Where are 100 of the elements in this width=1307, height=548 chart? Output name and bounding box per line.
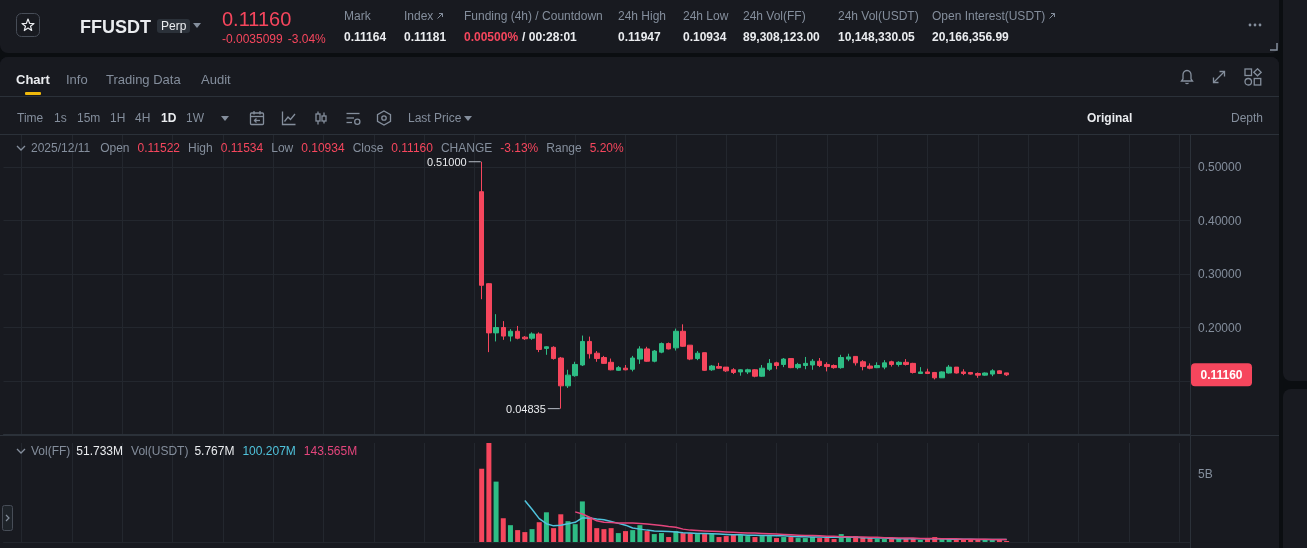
candlestick xyxy=(968,371,973,376)
bar xyxy=(594,528,600,542)
candlestick xyxy=(637,345,643,365)
bar xyxy=(608,528,614,542)
text: 20,166,356.99 xyxy=(932,30,1009,44)
candlestick xyxy=(623,364,628,371)
candlestick xyxy=(774,361,779,370)
bar xyxy=(529,529,535,542)
candlestick xyxy=(652,349,657,363)
annotation: 2025/12/11 xyxy=(31,141,91,155)
annotation: 0.10934 xyxy=(301,141,345,155)
annotation: -3.13% xyxy=(500,141,539,155)
candlestick xyxy=(695,350,700,361)
bar xyxy=(925,539,931,542)
text: Index xyxy=(404,9,434,23)
candlestick xyxy=(1004,372,1009,377)
annotation: Low xyxy=(271,141,294,155)
text: 24h High xyxy=(618,9,667,23)
candlestick xyxy=(551,345,556,361)
candlestick xyxy=(738,368,743,377)
candlestick xyxy=(616,365,621,372)
annotation: 0.11522 xyxy=(137,141,181,155)
text: Mark xyxy=(344,9,371,23)
bar xyxy=(845,538,851,542)
text: 24h Low xyxy=(683,9,729,23)
candlestick xyxy=(810,358,815,371)
candlestick xyxy=(795,362,801,370)
bar xyxy=(781,537,787,542)
text: / 00:28:01 xyxy=(522,30,577,44)
bar xyxy=(709,534,715,542)
bar xyxy=(651,534,657,542)
annotation: Vol(FF) xyxy=(31,444,71,458)
text: Chart xyxy=(16,72,50,88)
text: 1H xyxy=(110,111,126,125)
text: Perp xyxy=(157,19,191,33)
bar xyxy=(615,533,621,542)
bar xyxy=(558,514,564,542)
candlestick xyxy=(961,368,966,376)
text: FFUSDT xyxy=(80,16,151,38)
candlestick xyxy=(673,328,679,352)
annotation: 0.51000 xyxy=(426,155,467,168)
candlestick xyxy=(580,335,585,367)
bar xyxy=(493,481,499,542)
annotation: 0.11160 xyxy=(391,141,433,155)
bar xyxy=(759,536,765,542)
text: 0.10934 xyxy=(683,30,727,44)
text: 100.207M xyxy=(242,444,296,458)
annotation: 5.767M xyxy=(194,444,235,458)
candlestick xyxy=(529,331,535,341)
text: -0.0035099 xyxy=(222,32,283,46)
text: Info xyxy=(66,72,88,88)
candlestick xyxy=(882,359,887,370)
candlestick xyxy=(990,368,995,377)
candlestick xyxy=(874,361,880,369)
text: Funding (4h) / Countdown xyxy=(464,9,603,23)
bar xyxy=(817,538,823,542)
candlestick xyxy=(788,358,794,369)
candlestick xyxy=(982,371,988,377)
bar xyxy=(680,533,686,542)
text: 0.11181 xyxy=(404,30,447,44)
text: Depth xyxy=(1231,111,1264,125)
bar xyxy=(565,521,571,542)
candlestick xyxy=(803,356,808,370)
candlestick xyxy=(630,355,635,372)
bar xyxy=(766,536,772,542)
bar xyxy=(500,518,506,542)
bar xyxy=(644,531,650,542)
bar xyxy=(551,528,557,542)
text: 10,148,330.05 xyxy=(838,30,915,44)
candlestick xyxy=(853,355,858,367)
candlestick xyxy=(558,356,564,410)
candlestick xyxy=(838,354,844,370)
candlestick xyxy=(759,364,765,378)
text: 15m xyxy=(77,111,101,125)
candlestick xyxy=(889,360,894,368)
bar xyxy=(802,538,808,542)
candlestick xyxy=(781,357,786,368)
candlestick xyxy=(486,282,492,353)
bar xyxy=(543,512,549,542)
candlestick xyxy=(752,368,758,378)
annotation: Vol(USDT) xyxy=(131,444,189,458)
candlestick xyxy=(702,352,707,372)
candlestick xyxy=(975,371,981,379)
text: 0.11160 xyxy=(1200,367,1243,382)
text: 0.00500% xyxy=(464,30,519,44)
text: 4H xyxy=(135,111,151,125)
candlestick xyxy=(731,367,736,375)
candlestick xyxy=(501,320,506,341)
text: 1s xyxy=(54,111,67,125)
text: Time xyxy=(17,111,44,125)
bar xyxy=(579,501,585,542)
bar xyxy=(702,534,708,542)
annotation: CHANGE xyxy=(440,141,493,155)
text: Trading Data xyxy=(106,72,181,88)
annotation: High xyxy=(188,141,213,155)
text: 0.11160 xyxy=(222,7,292,31)
bar xyxy=(486,443,492,542)
bar xyxy=(572,524,578,542)
bar xyxy=(623,531,629,542)
y-tick-label: 0.50000 xyxy=(1198,160,1242,175)
